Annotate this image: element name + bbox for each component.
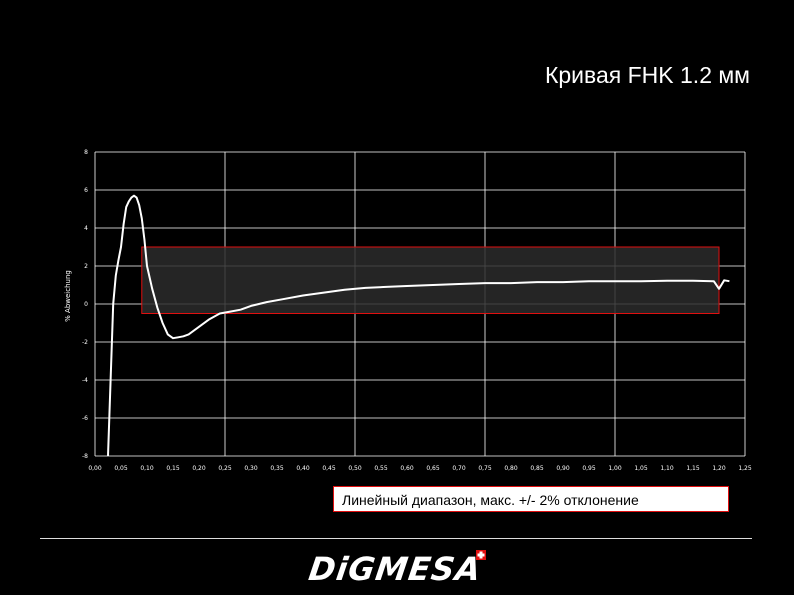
y-tick-label: -2	[82, 339, 88, 346]
x-tick-label: 1,10	[660, 465, 674, 472]
y-tick-label: -8	[82, 453, 88, 460]
chart-ticks: 0,00 0,05 0,10 0,15 0,20 0,25 0,30 0,35 0,40 0,45…	[82, 149, 752, 472]
y-tick-label: 4	[84, 225, 88, 232]
x-tick-label: 0,55	[374, 465, 388, 472]
y-axis-label: % Abweichung	[64, 270, 72, 322]
x-tick-label: 1,00	[608, 465, 622, 472]
x-tick-label: 0,40	[296, 465, 310, 472]
x-tick-label: 0,35	[270, 465, 284, 472]
x-tick-label: 0,95	[582, 465, 596, 472]
x-tick-label: 1,05	[634, 465, 648, 472]
y-tick-label: -4	[82, 377, 88, 384]
y-tick-label: 8	[84, 149, 88, 156]
x-tick-label: 0,10	[140, 465, 154, 472]
y-tick-label: -6	[82, 415, 88, 422]
y-tick-label: 2	[84, 263, 88, 270]
x-tick-label: 0,20	[192, 465, 206, 472]
footer-divider	[40, 538, 752, 539]
x-tick-label: 0,00	[88, 465, 102, 472]
digmesa-logo: DiGMESA	[308, 550, 486, 588]
deviation-curve	[107, 194, 730, 457]
x-tick-label: 0,65	[426, 465, 440, 472]
x-tick-label: 0,90	[556, 465, 570, 472]
fhk-curve-chart: 0,00 0,05 0,10 0,15 0,20 0,25 0,30 0,35 0,40 0,45…	[64, 149, 752, 472]
svg-text:DiGMESA: DiGMESA	[308, 550, 484, 588]
slide-title: Кривая FHK 1.2 мм	[544, 62, 750, 88]
x-tick-label: 0,70	[452, 465, 466, 472]
y-tick-label: 6	[84, 187, 88, 194]
x-tick-label: 0,45	[322, 465, 336, 472]
x-tick-label: 1,25	[738, 465, 752, 472]
x-tick-label: 0,05	[114, 465, 128, 472]
x-tick-label: 1,15	[686, 465, 700, 472]
x-tick-label: 0,80	[504, 465, 518, 472]
x-tick-label: 0,75	[478, 465, 492, 472]
x-tick-label: 0,85	[530, 465, 544, 472]
linear-range-caption: Линейный диапазон, макс. +/- 2% отклонен…	[333, 486, 729, 512]
x-tick-label: 0,60	[400, 465, 414, 472]
x-tick-label: 0,25	[218, 465, 232, 472]
x-tick-label: 0,50	[348, 465, 362, 472]
x-tick-label: 1,20	[712, 465, 726, 472]
y-tick-label: 0	[84, 301, 88, 308]
x-tick-label: 0,15	[166, 465, 180, 472]
x-tick-label: 0,30	[244, 465, 258, 472]
